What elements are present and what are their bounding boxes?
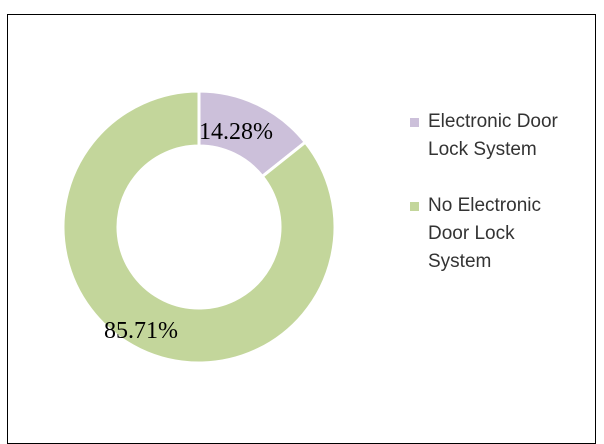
legend-label-line: Door Lock bbox=[428, 223, 515, 244]
legend-label-line: Lock System bbox=[428, 139, 537, 160]
legend-label-line: System bbox=[428, 251, 492, 272]
legend-swatch-no-electronic bbox=[410, 202, 419, 211]
legend-item-no-electronic: No Electronic Door Lock System bbox=[410, 192, 600, 276]
legend-swatch-electronic bbox=[410, 118, 419, 127]
legend-label-line: Electronic Door bbox=[428, 111, 558, 132]
legend-item-electronic: Electronic Door Lock System bbox=[410, 108, 600, 164]
legend-label-line: No Electronic bbox=[428, 195, 541, 216]
donut-slices bbox=[61, 89, 337, 365]
slice-no-electronic bbox=[61, 89, 337, 365]
legend: Electronic Door Lock System No Electroni… bbox=[410, 108, 600, 276]
data-label-no-electronic: 85.71% bbox=[104, 318, 178, 344]
data-label-electronic: 14.28% bbox=[199, 119, 273, 145]
